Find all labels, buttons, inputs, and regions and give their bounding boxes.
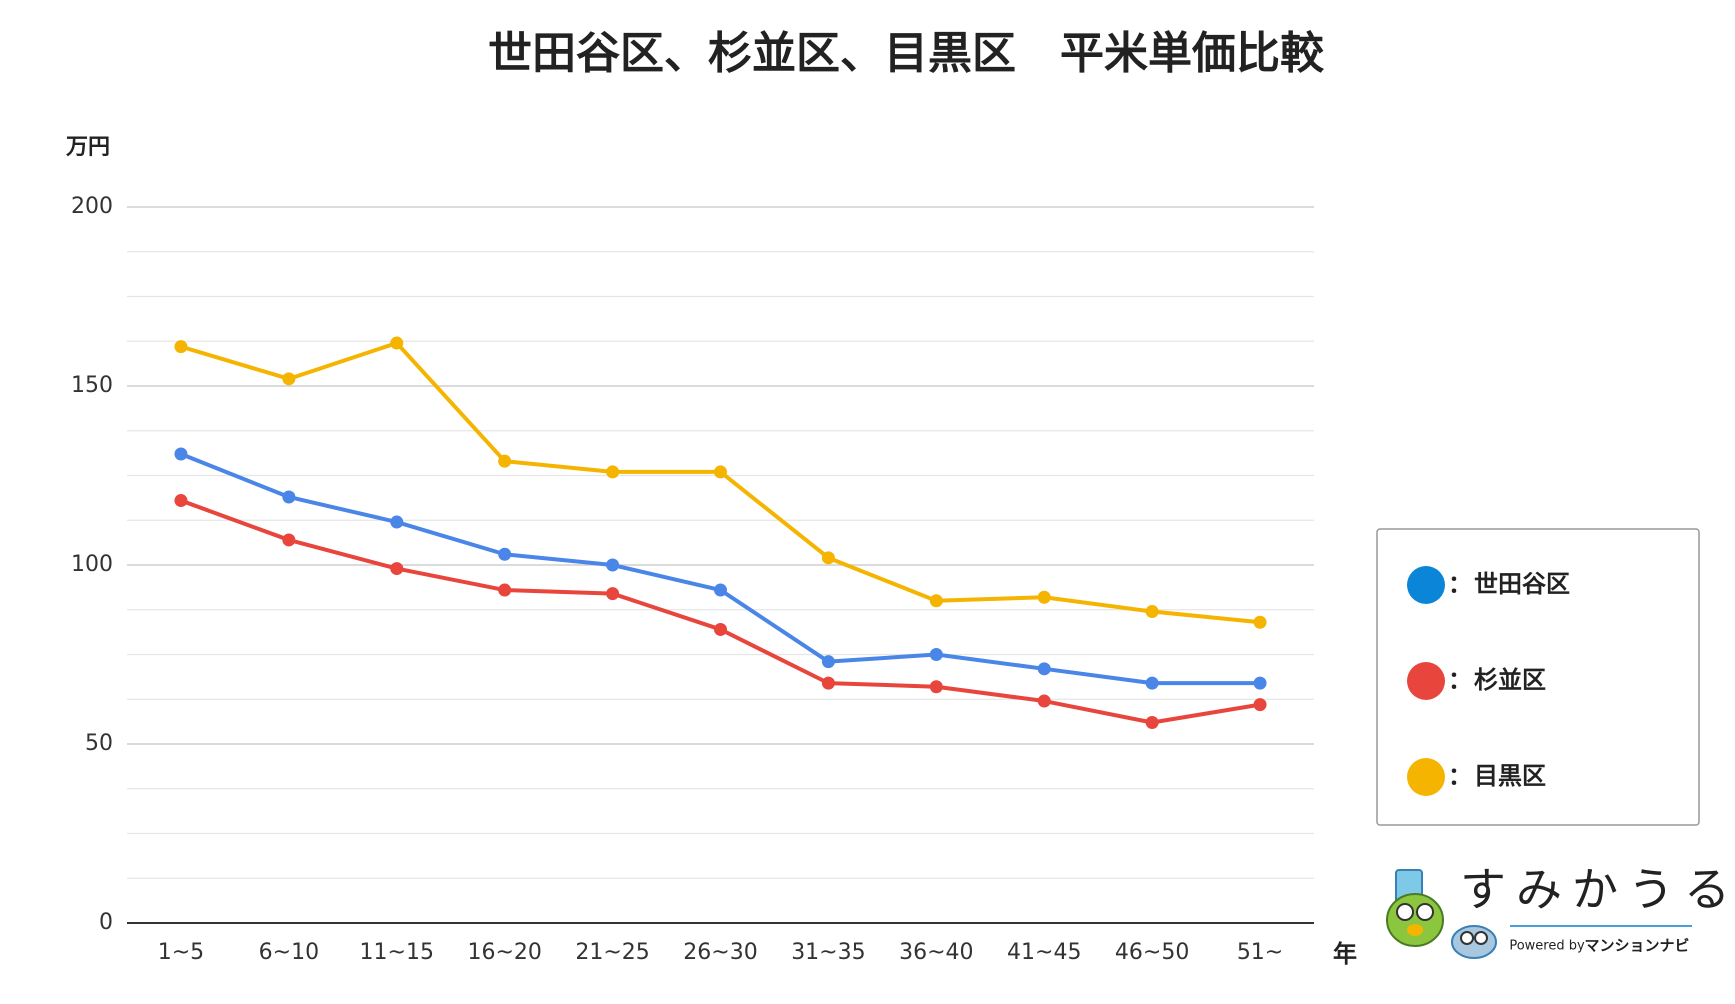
data-point xyxy=(714,465,727,479)
data-point xyxy=(174,494,188,508)
y-unit: 万円 xyxy=(65,135,110,160)
data-point xyxy=(1253,698,1267,712)
data-point xyxy=(929,680,943,694)
series-line xyxy=(180,452,1261,686)
data-point xyxy=(1253,676,1267,690)
x-unit: 年 xyxy=(1333,940,1357,968)
data-point xyxy=(606,558,620,572)
data-point xyxy=(1037,694,1051,708)
data-point xyxy=(1037,590,1051,604)
legend-swatch xyxy=(1407,566,1445,604)
chart-title: 世田谷区、杉並区、目黒区 平米単価比較 xyxy=(488,28,1325,79)
data-point xyxy=(1253,615,1267,629)
data-point xyxy=(174,447,188,461)
data-point xyxy=(821,551,835,565)
data-point xyxy=(498,583,512,597)
legend-label: 杉並区 xyxy=(1474,666,1546,694)
data-point xyxy=(498,454,512,468)
data-point xyxy=(929,648,943,661)
data-point xyxy=(390,515,404,529)
legend-separator: ： xyxy=(1448,666,1472,694)
x-tick-label: 11~15 xyxy=(360,940,434,965)
x-tick-label: 26~30 xyxy=(683,940,757,965)
x-tick-label: 31~35 xyxy=(791,940,865,965)
x-tick-label: 41~45 xyxy=(1007,940,1081,965)
legend-swatch xyxy=(1407,662,1445,700)
y-tick-label: 100 xyxy=(71,552,113,577)
y-tick-label: 0 xyxy=(99,910,113,935)
y-tick-label: 150 xyxy=(71,373,113,398)
data-point xyxy=(821,655,835,669)
legend-box xyxy=(1376,528,1700,826)
x-tick-label: 21~25 xyxy=(575,940,649,965)
data-point xyxy=(282,533,296,547)
logo-brand: マンションナビ xyxy=(1584,937,1689,955)
series-line xyxy=(180,341,1261,625)
data-point xyxy=(821,676,835,690)
data-point xyxy=(390,336,404,350)
logo-powered: Powered by xyxy=(1509,939,1585,954)
data-point xyxy=(282,490,296,504)
logo-mascot xyxy=(1386,869,1692,959)
x-tick-label: 16~20 xyxy=(467,940,541,965)
x-tick-label: 36~40 xyxy=(899,940,973,965)
logo-name: すみかうる xyxy=(1460,863,1735,917)
legend-swatch xyxy=(1407,758,1445,796)
legend-separator: ： xyxy=(1448,762,1472,790)
x-tick-label: 46~50 xyxy=(1115,940,1189,965)
data-point xyxy=(929,594,943,608)
legend-separator: ： xyxy=(1448,570,1472,598)
x-tick-label: 51~ xyxy=(1237,940,1283,965)
data-point xyxy=(1145,676,1159,690)
data-point xyxy=(1145,716,1159,730)
data-point xyxy=(1145,605,1159,619)
data-point xyxy=(1037,662,1051,676)
y-tick-label: 200 xyxy=(71,194,113,219)
x-tick-label: 6~10 xyxy=(259,940,319,965)
legend-label: 目黒区 xyxy=(1474,762,1546,790)
x-tick-label: 1~5 xyxy=(158,940,204,965)
data-point xyxy=(606,587,620,601)
data-point xyxy=(282,372,296,386)
data-point xyxy=(606,465,620,479)
series-line xyxy=(180,498,1261,725)
y-tick-label: 50 xyxy=(85,731,113,756)
data-point xyxy=(390,562,404,576)
legend-label: 世田谷区 xyxy=(1474,570,1570,598)
data-point xyxy=(714,583,727,597)
data-point xyxy=(714,622,727,636)
grid xyxy=(127,206,1314,924)
data-point xyxy=(498,547,512,561)
data-point xyxy=(174,340,188,354)
